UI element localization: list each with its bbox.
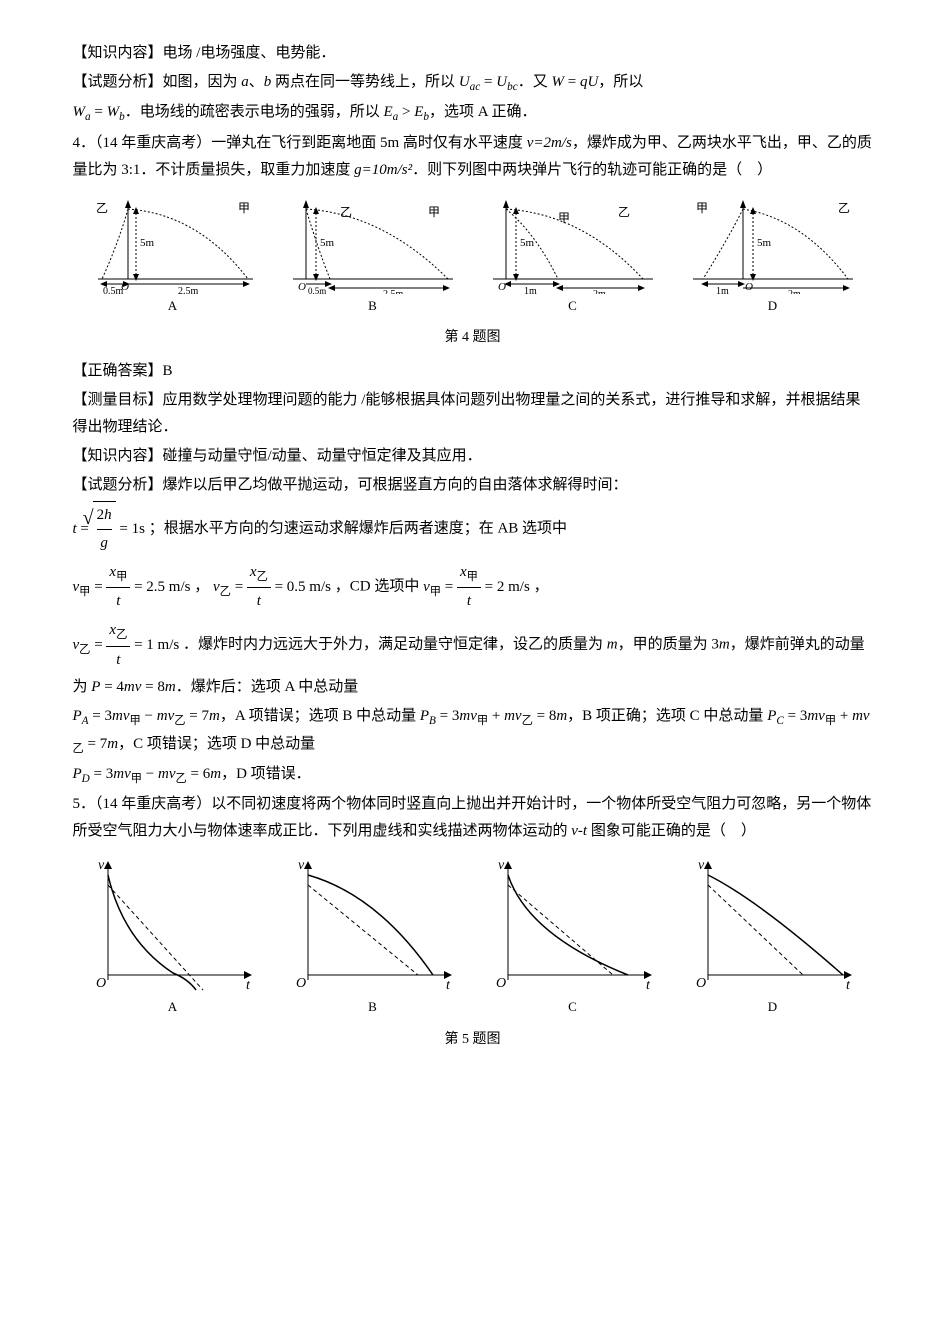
eq-wa-wb: Wa = Wb [73, 104, 125, 120]
q5-fig-a: v t O A [73, 855, 273, 1018]
q4-fig-a: 乙 甲 5m O 0.5m 2.5m A [73, 194, 273, 317]
q4-knowledge: 【知识内容】碰撞与动量守恒/动量、动量守恒定律及其应用． [73, 443, 873, 470]
svg-text:v: v [298, 858, 305, 873]
label: 【知识内容】 [73, 45, 163, 61]
eq-w: W = qU [551, 74, 598, 90]
q4-svg-a: 乙 甲 5m O 0.5m 2.5m [88, 194, 258, 294]
svg-text:甲: 甲 [238, 201, 250, 215]
eq-uac: Uac = Ubc [459, 74, 518, 90]
q3-analysis-line1: 【试题分析】如图，因为 a、b 两点在同一等势线上，所以 Uac = Ubc．又… [73, 69, 873, 97]
svg-text:乙: 乙 [96, 201, 108, 215]
q4-fig-b: 乙 甲 5m O 0.5m 2.5m B [273, 194, 473, 317]
svg-text:O: O [496, 976, 506, 991]
svg-text:5m: 5m [757, 237, 772, 249]
fig-label: B [273, 294, 473, 317]
svg-text:甲: 甲 [428, 205, 440, 219]
eq-pb: PB = 3mv甲 + mv乙 = 8m [420, 708, 567, 724]
q4-goal: 【测量目标】应用数学处理物理问题的能力 /能够根据具体问题列出物理量之间的关系式… [73, 387, 873, 441]
q5-stem: 5．（14 年重庆高考）以不同初速度将两个物体同时竖直向上抛出并开始计时，一个物… [73, 791, 873, 845]
q4-fig-c: 乙 甲 5m O 1m 2m C [473, 194, 673, 317]
svg-text:O: O [745, 281, 753, 293]
svg-text:0.5m: 0.5m [103, 286, 124, 294]
svg-text:O: O [296, 976, 306, 991]
q5-fig-c: v t O C [473, 855, 673, 1018]
text: 电场 /电场强度、电势能． [163, 45, 336, 61]
svg-text:v: v [698, 858, 705, 873]
eq-pa: PA = 3mv甲 − mv乙 = 7m [73, 708, 220, 724]
svg-text:v: v [498, 858, 505, 873]
svg-text:2.5m: 2.5m [383, 289, 404, 294]
label: 【试题分析】 [73, 74, 163, 90]
svg-text:2m: 2m [593, 289, 606, 294]
eq-vjia-cd: v甲 = x甲 t = 2 m/s [423, 579, 533, 595]
svg-text:乙: 乙 [340, 205, 352, 219]
q3-knowledge: 【知识内容】电场 /电场强度、电势能． [73, 40, 873, 67]
svg-text:O: O [96, 976, 106, 991]
q4-eq-vyi-cd: v乙 = x乙 t = 1 m/s ．爆炸时内力远远大于外力，满足动量守恒定律，… [73, 617, 873, 700]
q4-figure-row: 乙 甲 5m O 0.5m 2.5m A 乙 甲 [73, 194, 873, 317]
fig-label: D [673, 995, 873, 1018]
q5-svg-b: v t O [288, 855, 458, 995]
q4-eq-t: t = √ 2h g = 1s ；根据水平方向的匀速运动求解爆炸后两者速度；在 … [73, 501, 873, 557]
q5-svg-c: v t O [488, 855, 658, 995]
svg-text:甲: 甲 [696, 201, 708, 215]
q4-svg-b: 乙 甲 5m O 0.5m 2.5m [288, 194, 458, 294]
svg-text:乙: 乙 [838, 201, 850, 215]
q5-svg-a: v t O [88, 855, 258, 995]
q4-eq-options: PA = 3mv甲 − mv乙 = 7m，A 项错误；选项 B 中总动量 PB … [73, 703, 873, 760]
fig-label: C [473, 294, 673, 317]
q4-eq-vab: v甲 = x甲 t = 2.5 m/s ， v乙 = x乙 t = 0.5 m/… [73, 559, 873, 615]
q5-fig-b: v t O B [273, 855, 473, 1018]
svg-text:甲: 甲 [558, 211, 570, 225]
q4-fig-caption: 第 4 题图 [73, 325, 873, 350]
svg-text:2m: 2m [788, 289, 801, 294]
eq-vyi-cd-math: v乙 = x乙 t = 1 m/s [73, 637, 183, 653]
svg-text:0.5m: 0.5m [308, 286, 326, 294]
fig-label: A [73, 294, 273, 317]
svg-text:乙: 乙 [618, 205, 630, 219]
eq-vjia-ab: v甲 = x甲 t = 2.5 m/s [73, 579, 195, 595]
fig-label: B [273, 995, 473, 1018]
eq-vyi-ab: v乙 = x乙 t = 0.5 m/s [213, 579, 335, 595]
q5-fig-caption: 第 5 题图 [73, 1027, 873, 1052]
svg-text:t: t [246, 978, 251, 993]
svg-text:t: t [846, 978, 851, 993]
eq-p: P = 4mv = 8m [91, 679, 175, 695]
q4-analysis-1: 【试题分析】爆炸以后甲乙均做平抛运动，可根据竖直方向的自由落体求解得时间： [73, 472, 873, 499]
q4-eq-pd: PD = 3mv甲 − mv乙 = 6m，D 项错误． [73, 761, 873, 789]
sym-a: a [241, 74, 249, 90]
svg-text:5m: 5m [320, 237, 335, 249]
svg-text:O: O [298, 281, 306, 293]
svg-text:5m: 5m [520, 237, 535, 249]
q4-svg-c: 乙 甲 5m O 1m 2m [488, 194, 658, 294]
q4-answer: 【正确答案】B [73, 358, 873, 385]
svg-text:1m: 1m [524, 286, 537, 294]
q5-num: 5． [73, 796, 96, 812]
fig-label: C [473, 995, 673, 1018]
q3-analysis-line2: Wa = Wb．电场线的疏密表示电场的强弱，所以 Ea > Eb，选项 A 正确… [73, 99, 873, 127]
svg-text:O: O [498, 281, 506, 293]
eq-g: g=10m/s² [354, 162, 412, 178]
q4-num: 4． [73, 135, 96, 151]
fig-label: D [673, 294, 873, 317]
eq-v: v=2m/s [527, 135, 572, 151]
svg-text:2.5m: 2.5m [178, 286, 199, 294]
q5-svg-d: v t O [688, 855, 858, 995]
q5-figure-row: v t O A v t O B v t O [73, 855, 873, 1018]
svg-text:t: t [646, 978, 651, 993]
eq-pd-math: PD = 3mv甲 − mv乙 = 6m [73, 766, 222, 782]
svg-text:O: O [696, 976, 706, 991]
svg-text:v: v [98, 858, 105, 873]
svg-text:5m: 5m [140, 237, 155, 249]
svg-text:1m: 1m [716, 286, 729, 294]
svg-text:t: t [446, 978, 451, 993]
eq-ea-eb: Ea > Eb [383, 104, 429, 120]
q4-stem: 4．（14 年重庆高考）一弹丸在飞行到距离地面 5m 高时仅有水平速度 v=2m… [73, 130, 873, 184]
q4-fig-d: 甲 乙 5m O 1m 2m D [673, 194, 873, 317]
fig-label: A [73, 995, 273, 1018]
eq-t: t = √ 2h g = 1s [73, 521, 149, 537]
q4-svg-d: 甲 乙 5m O 1m 2m [688, 194, 858, 294]
q5-fig-d: v t O D [673, 855, 873, 1018]
